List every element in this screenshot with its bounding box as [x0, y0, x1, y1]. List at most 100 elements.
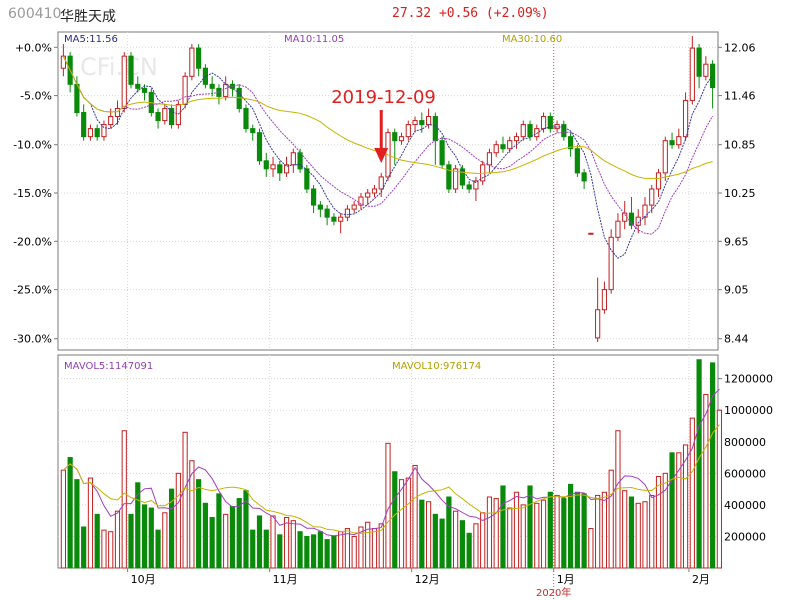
legend-mavol10: MAVOL10:976174: [392, 361, 481, 372]
ma5-line: [62, 55, 714, 259]
candle-down: [81, 112, 87, 138]
volume-bar-down: [696, 359, 702, 569]
candle-up: [689, 47, 695, 101]
volume-bar-up: [601, 491, 608, 569]
volume-bar-down: [581, 493, 587, 569]
annotation-arrow-head: [374, 148, 389, 163]
volume-bar-up: [405, 477, 411, 569]
candle-up: [371, 188, 378, 194]
volume-axis-tick-label: 1000000: [724, 404, 773, 417]
candle-up: [534, 128, 540, 138]
volume-bar-down: [209, 517, 215, 569]
volume-bar-down: [628, 496, 635, 569]
volume-bar-up: [642, 501, 648, 569]
volume-bar-up: [108, 531, 114, 569]
volume-bar-up: [554, 494, 560, 569]
volume-bar-down: [419, 499, 425, 569]
right-axis-tick-label: 11.46: [724, 90, 756, 103]
candle-up: [270, 164, 276, 170]
candle-down: [710, 63, 716, 89]
candle-down: [317, 204, 323, 210]
volume-bar-up: [608, 469, 614, 569]
candle-down: [696, 47, 702, 77]
candle-up: [162, 107, 168, 122]
candle-up: [121, 55, 127, 109]
volume-bar-up: [371, 528, 378, 569]
candle-down: [155, 112, 161, 122]
candle-up: [182, 75, 188, 105]
volume-bar-up: [493, 498, 499, 569]
volume-bar-down: [243, 490, 249, 569]
volume-axis-tick-label: 400000: [724, 499, 766, 512]
candle-down: [209, 83, 215, 89]
candle-up: [540, 116, 547, 130]
candle-up: [608, 236, 614, 291]
left-axis-tick-label: -5.0%: [20, 90, 52, 103]
candle-down: [243, 107, 249, 130]
candle-down: [297, 152, 303, 170]
volume-bar-down: [148, 507, 154, 569]
candle-up: [595, 309, 601, 339]
candle-down: [446, 164, 452, 190]
legend-mavol5: MAVOL5:1147091: [64, 361, 153, 372]
volume-bar-up: [87, 477, 94, 569]
volume-bar-up: [595, 494, 601, 569]
volume-bar-down: [459, 520, 465, 569]
candle-down: [202, 67, 208, 85]
left-axis-tick-label: -10.0%: [13, 139, 52, 152]
x-axis-month-label: 11月: [273, 573, 298, 586]
volume-bar-up: [351, 535, 357, 569]
candle-down: [561, 124, 567, 138]
volume-bar-down: [67, 457, 73, 569]
volume-bar-down: [324, 539, 330, 569]
legend-ma30: MA30:10.60: [502, 34, 562, 45]
volume-bar-down: [392, 471, 398, 569]
x-axis-year-label: 2020年: [536, 586, 571, 599]
volume-bar-up: [412, 464, 418, 569]
volume-bar-up: [534, 502, 540, 569]
volume-bar-up: [453, 510, 459, 569]
x-axis-month-label: 2月: [692, 573, 710, 586]
volume-bar-up: [398, 479, 405, 569]
volume-bar-up: [655, 475, 662, 569]
x-axis-month-label: 10月: [131, 573, 156, 586]
volume-axis-tick-label: 800000: [724, 436, 766, 449]
volume-axis-tick-label: 600000: [724, 467, 766, 480]
volume-bar-down: [155, 529, 161, 569]
candle-up: [108, 116, 114, 126]
volume-bar-down: [547, 491, 553, 569]
volume-bar-down: [710, 362, 716, 569]
volume-bar-up: [635, 502, 641, 569]
candle-down: [581, 172, 587, 182]
volume-bar-down: [561, 498, 567, 569]
candle-down: [141, 87, 148, 93]
candle-up: [662, 140, 668, 174]
candle-up: [189, 47, 195, 77]
volume-bar-down: [311, 534, 317, 569]
candle-up: [615, 220, 621, 238]
candle-up: [405, 124, 411, 138]
volume-bar-down: [527, 485, 533, 569]
candle-down: [94, 128, 100, 138]
volume-bar-down: [304, 535, 310, 569]
candle-up: [87, 128, 94, 138]
volume-axis-tick-label: 200000: [724, 530, 766, 543]
volume-bar-up: [365, 521, 371, 569]
volume-bar-down: [236, 498, 242, 569]
candle-down: [250, 128, 256, 134]
candle-down: [324, 208, 330, 218]
candle-up: [473, 180, 479, 190]
volume-bar-up: [358, 526, 364, 569]
candle-up: [290, 152, 296, 166]
volume-bar-down: [297, 531, 303, 569]
candle-up: [493, 144, 499, 154]
volume-bar-up: [101, 529, 107, 569]
candle-up: [338, 216, 344, 222]
volume-bar-up: [486, 496, 493, 569]
volume-bar-down: [446, 496, 452, 569]
volume-bar-up: [114, 510, 121, 569]
volume-bar-down: [168, 488, 175, 569]
candle-up: [283, 164, 290, 174]
